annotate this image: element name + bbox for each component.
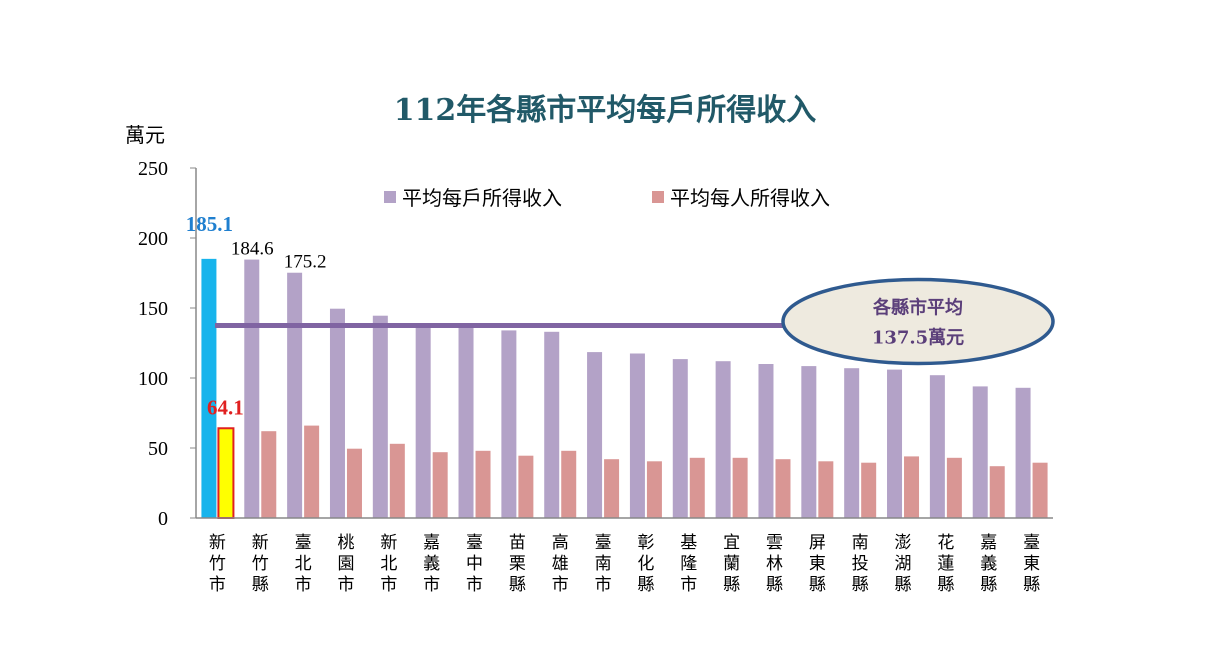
bar-person [518, 455, 534, 518]
y-tick-label: 100 [138, 368, 168, 390]
bar-person [304, 425, 320, 518]
bar-household [887, 369, 903, 518]
y-tick-label: 250 [138, 158, 168, 180]
bar-person [646, 461, 662, 518]
category-label: 基隆市 [680, 533, 697, 595]
data-label-highlight-person: 64.1 [207, 395, 244, 419]
legend-label-person: 平均每人所得收入 [670, 186, 830, 210]
bar-person [989, 466, 1005, 518]
bar-person [732, 457, 748, 518]
bar-household [458, 326, 474, 518]
category-label: 彰化縣 [637, 533, 654, 595]
y-tick-label: 150 [138, 298, 168, 320]
bar-person [1032, 462, 1048, 518]
bar-household [629, 353, 645, 518]
category-label: 新竹縣 [252, 533, 269, 595]
category-label: 臺南市 [595, 533, 612, 595]
average-label-line1: 各縣市平均 [872, 297, 963, 319]
category-label: 新竹市 [209, 533, 226, 595]
data-labels: 185.1 64.1 184.6 175.2 [186, 212, 327, 419]
bar-household [287, 272, 303, 518]
bar-person [946, 457, 962, 518]
average-label-line2: 137.5萬元 [872, 328, 964, 349]
bar-person [346, 448, 362, 518]
bar-household [844, 368, 860, 518]
category-label: 桃園市 [337, 533, 354, 595]
y-axis-ticks: 0 50 100 150 200 250 [138, 158, 196, 530]
bar-household [672, 359, 688, 518]
data-label-highlight-household: 185.1 [186, 212, 233, 236]
chart-title: 112年各縣市平均每戶所得收入 [394, 93, 817, 128]
bar-household [244, 259, 260, 518]
legend: 平均每戶所得收入 平均每人所得收入 [384, 186, 830, 210]
category-label: 臺中市 [466, 533, 483, 595]
bar-person [861, 462, 877, 518]
bar-person [775, 459, 791, 518]
data-label-household: 184.6 [231, 239, 274, 260]
bar-person [475, 450, 491, 518]
category-label: 嘉義縣 [980, 533, 997, 595]
bar-household [587, 352, 603, 518]
category-label: 澎湖縣 [895, 533, 912, 595]
bar-person [561, 450, 577, 518]
category-labels: 新竹市 新竹縣 臺北市 桃園市 新北市 嘉義市 臺中市 苗栗縣 高雄市 臺南市 彰化縣 基隆市 宜蘭縣 雲… [209, 533, 1040, 595]
category-label: 高雄市 [552, 533, 569, 595]
bar-person [217, 427, 235, 520]
bar-household [329, 308, 345, 518]
bars [201, 258, 1048, 520]
category-label: 臺北市 [295, 533, 312, 595]
y-tick-label: 50 [148, 438, 168, 460]
bar-household [544, 331, 560, 518]
legend-label-household: 平均每戶所得收入 [402, 186, 562, 210]
category-label: 臺東縣 [1023, 533, 1040, 595]
bar-person [604, 459, 620, 518]
category-label: 嘉義市 [423, 533, 440, 595]
y-axis-unit: 萬元 [125, 123, 165, 147]
legend-swatch-person [652, 191, 664, 203]
bar-person [904, 456, 920, 518]
data-label-household: 175.2 [284, 252, 327, 273]
category-label: 苗栗縣 [509, 533, 526, 595]
y-tick-label: 200 [138, 228, 168, 250]
bar-household [372, 315, 388, 518]
y-tick-label: 0 [158, 508, 168, 530]
bar-household [972, 386, 988, 518]
bar-person [432, 452, 448, 518]
average-callout [781, 277, 1055, 366]
bar-household [715, 361, 731, 518]
legend-swatch-household [384, 191, 396, 203]
bar-household [415, 324, 431, 518]
category-label: 南投縣 [852, 533, 869, 595]
bar-household [1015, 387, 1031, 518]
bar-household [801, 366, 817, 518]
category-label: 花蓮縣 [937, 533, 954, 595]
average-annotation: 各縣市平均 137.5萬元 [215, 277, 1055, 366]
bar-household [758, 364, 774, 518]
bar-person [261, 431, 277, 518]
category-label: 宜蘭縣 [723, 533, 740, 595]
category-label: 新北市 [380, 533, 397, 595]
bar-person [689, 457, 705, 518]
bar-person [389, 443, 405, 518]
bar-person [818, 461, 834, 518]
category-label: 屏東縣 [809, 533, 826, 595]
category-label: 雲林縣 [766, 533, 783, 595]
bar-household [929, 375, 945, 518]
bar-household [501, 330, 517, 518]
bar-household [201, 258, 217, 518]
